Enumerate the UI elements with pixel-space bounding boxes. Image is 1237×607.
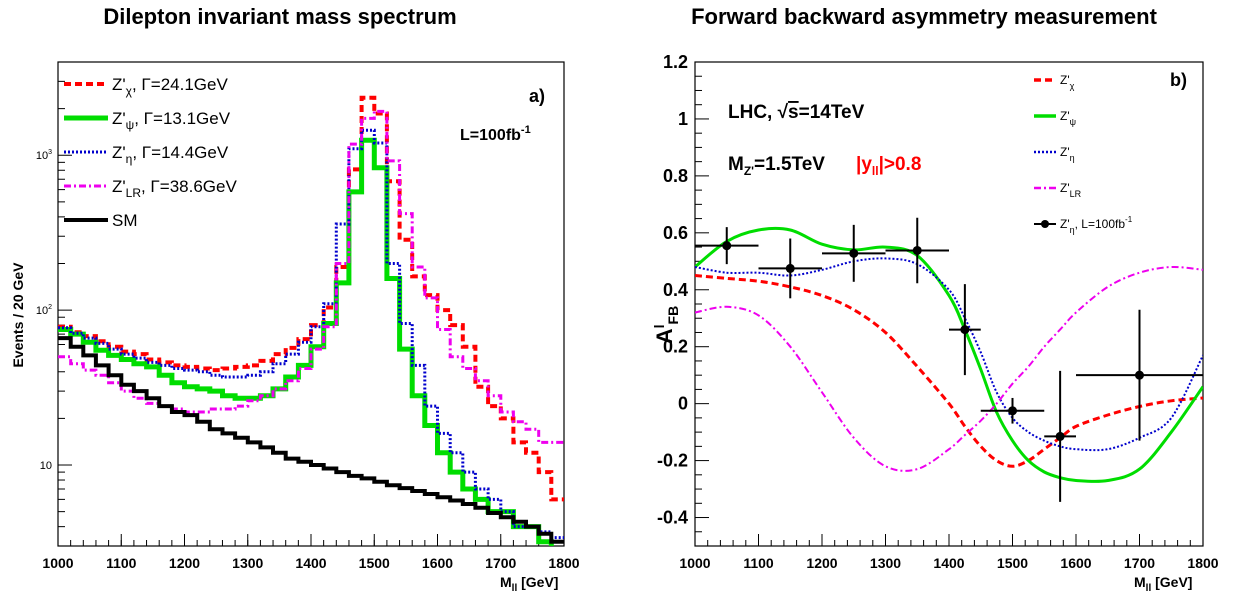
y-tick-label: 0: [678, 394, 688, 414]
data-point: [758, 238, 822, 299]
chart-title: Dilepton invariant mass spectrum: [103, 4, 456, 29]
x-tick-label: 1700: [1124, 555, 1155, 571]
y-tick-label: 0.4: [663, 280, 688, 300]
plot-frame: [694, 61, 1204, 547]
data-point: [1044, 370, 1076, 502]
y-tick-label: -0.2: [657, 451, 688, 471]
legend-label: Z'η, Γ=14.4GeV: [112, 143, 229, 166]
data-point: [822, 224, 886, 282]
legend-label: Z'LR, Γ=38.6GeV: [112, 177, 237, 200]
x-tick-label: 1200: [806, 555, 837, 571]
series-line: [695, 265, 1203, 472]
point-marker: [722, 241, 732, 251]
y-tick-label: 1.2: [663, 52, 688, 72]
x-tick-label: 1000: [42, 555, 73, 571]
y-tick-label: 0.2: [663, 337, 688, 357]
legend-label: Z'η, L=100fb-1: [1060, 215, 1133, 235]
y-tick-label: -0.4: [657, 508, 688, 528]
series-group: [58, 95, 564, 546]
series-group: [695, 226, 1203, 483]
legend-marker: [1041, 220, 1049, 228]
legend-label: Z'LR: [1060, 181, 1082, 199]
x-axis-label: Mll [GeV]: [500, 574, 558, 594]
x-tick-label: 1600: [422, 555, 453, 571]
measurement-points: [695, 217, 1203, 502]
point-marker: [1135, 370, 1144, 380]
data-point: [980, 397, 1045, 424]
point-marker: [849, 248, 859, 258]
x-tick-label: 1000: [679, 555, 710, 571]
panel-label: b): [1170, 70, 1187, 90]
y-tick-label: 0.8: [663, 166, 688, 186]
axis-ticks: 1000 1100 1200 1300 1400 1500 1600 1700 1800 10 10…: [36, 61, 580, 571]
y-axis-label: AlFB: [651, 306, 681, 344]
y-tick-label: 103: [36, 149, 52, 162]
y-tick-label: 0.6: [663, 223, 688, 243]
legend-label: Z'ψ: [1060, 109, 1076, 127]
data-point: [1076, 309, 1203, 441]
chart-panel-b: Forward backward asymmetry measurement b…: [651, 4, 1219, 594]
mass-annotation: MZ'=1.5TeV: [728, 154, 825, 178]
data-point: [695, 227, 759, 265]
x-tick-label: 1400: [933, 555, 964, 571]
point-marker: [1055, 431, 1065, 441]
panel-label: a): [529, 86, 545, 106]
x-tick-label: 1100: [106, 555, 137, 571]
series-line: [695, 226, 1203, 483]
data-point: [949, 284, 981, 376]
y-axis-label: Events / 20 GeV: [10, 262, 26, 368]
point-marker: [912, 245, 922, 255]
legend-label: Z'χ: [1060, 73, 1075, 91]
x-tick-label: 1300: [232, 555, 263, 571]
x-tick-label: 1400: [295, 555, 326, 571]
luminosity-annotation: L=100fb-1: [460, 124, 531, 144]
x-tick-label: 1500: [997, 555, 1028, 571]
legend-label: SM: [112, 211, 138, 230]
x-tick-label: 1200: [169, 555, 200, 571]
x-tick-label: 1600: [1060, 555, 1091, 571]
y-tick-label: 10: [40, 460, 52, 472]
x-axis-label: Mll [GeV]: [1134, 574, 1192, 594]
legend-label: Z'η: [1060, 145, 1075, 163]
series-line: [58, 137, 554, 546]
legend: Z'χ, Γ=24.1GeV Z'ψ, Γ=13.1GeV Z'η, Γ=14.4G…: [64, 75, 237, 230]
x-tick-label: 1700: [485, 555, 516, 571]
y-tick-label: 1: [678, 109, 688, 129]
axis-ticks: 1000 1100 1200 1300 1400 1500 1600 1700 1800 -0.4…: [657, 52, 1219, 571]
x-tick-label: 1300: [870, 555, 901, 571]
series-line: [58, 109, 564, 444]
legend-label: Z'ψ, Γ=13.1GeV: [112, 109, 231, 132]
point-marker: [785, 263, 795, 273]
legend: Z'χ Z'ψ Z'η Z'LR Z'η, L=100fb-1: [1034, 73, 1133, 235]
point-marker: [1008, 406, 1017, 416]
data-point: [885, 217, 949, 284]
energy-annotation: LHC, √s=14TeV: [728, 102, 865, 123]
series-line: [58, 336, 564, 544]
x-tick-label: 1100: [743, 555, 774, 571]
chart-panel-a: Dilepton invariant mass spectrum a) L=10…: [10, 4, 580, 594]
x-tick-label: 1800: [548, 555, 579, 571]
chart-title: Forward backward asymmetry measurement: [691, 4, 1158, 29]
x-tick-label: 1500: [359, 555, 390, 571]
series-line: [695, 274, 1203, 468]
series-line: [58, 128, 564, 540]
y-tick-label: 102: [36, 304, 52, 317]
x-tick-label: 1800: [1187, 555, 1218, 571]
series-line: [695, 257, 1203, 452]
rapidity-cut-annotation: |yll|>0.8: [856, 154, 921, 178]
legend-label: Z'χ, Γ=24.1GeV: [112, 75, 228, 98]
point-marker: [960, 325, 970, 335]
